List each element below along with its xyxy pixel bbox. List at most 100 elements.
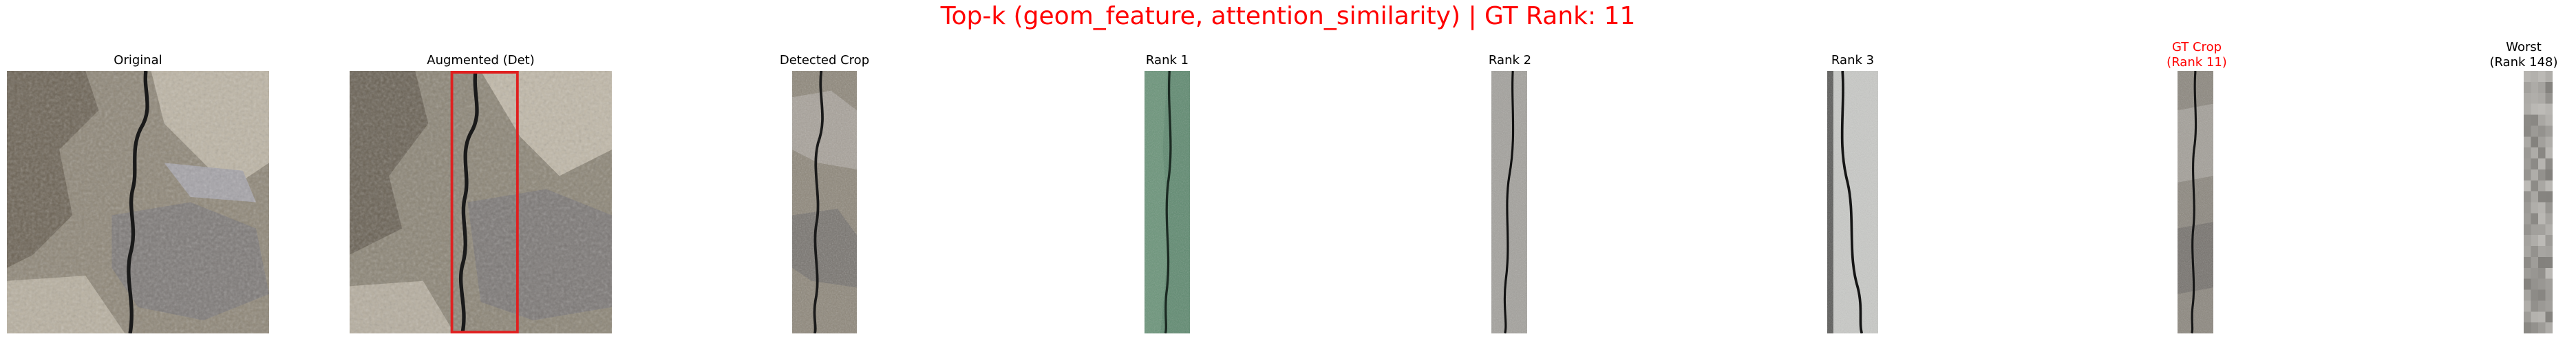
pixel-block xyxy=(2538,278,2546,290)
pixel-block xyxy=(2545,180,2553,192)
pixel-block xyxy=(2531,169,2538,180)
pixel-block xyxy=(2538,136,2546,148)
pixel-block xyxy=(2531,213,2538,225)
pixel-block xyxy=(2545,300,2553,312)
pixel-block xyxy=(2531,311,2538,323)
pixel-block xyxy=(2538,147,2546,158)
pixel-block xyxy=(2531,136,2538,148)
pixel-block xyxy=(2545,202,2553,214)
pixel-block xyxy=(2531,300,2538,312)
pixel-block xyxy=(2524,246,2531,257)
panel-title-gt-crop: GT Crop (Rank 11) xyxy=(2128,40,2266,70)
pixel-block xyxy=(2538,180,2546,192)
pixel-block xyxy=(2524,267,2531,279)
pixel-block xyxy=(2524,202,2531,214)
pixel-block xyxy=(2545,103,2553,115)
pixel-block xyxy=(2538,114,2546,126)
pixel-block xyxy=(2538,169,2546,180)
pixel-block xyxy=(2538,289,2546,301)
pixel-block xyxy=(2531,202,2538,214)
pixel-block xyxy=(2538,158,2546,169)
pixel-block xyxy=(2538,311,2546,323)
pixel-block xyxy=(2524,71,2531,82)
pixel-block xyxy=(2538,213,2546,225)
pixel-block xyxy=(2545,289,2553,301)
pixel-block xyxy=(2531,267,2538,279)
rank-1-image xyxy=(1145,71,1190,333)
pixel-block xyxy=(2531,71,2538,82)
pixel-block xyxy=(2531,278,2538,290)
original-image xyxy=(7,71,269,333)
pixel-block xyxy=(2545,147,2553,158)
pixel-block xyxy=(2538,267,2546,279)
pixel-block xyxy=(2531,191,2538,203)
pixel-block xyxy=(2538,103,2546,115)
pixel-block xyxy=(2531,147,2538,158)
pixel-block xyxy=(2538,202,2546,214)
pixel-block xyxy=(2538,81,2546,93)
pixel-block xyxy=(2538,322,2546,333)
gt-crop-image xyxy=(2178,71,2213,333)
pixel-block xyxy=(2524,158,2531,169)
pixel-block xyxy=(2531,125,2538,137)
panel-title-augmented: Augmented (Det) xyxy=(427,53,535,68)
pixel-block xyxy=(2545,235,2553,246)
pixel-block xyxy=(2531,224,2538,236)
pixel-block xyxy=(2538,191,2546,203)
pixel-block xyxy=(2524,213,2531,225)
worst-image xyxy=(2524,71,2553,333)
pixel-block xyxy=(2531,246,2538,257)
panel-title-worst-line2: (Rank 148) xyxy=(2489,55,2558,70)
panel-title-worst: Worst (Rank 148) xyxy=(2472,40,2575,70)
figure-title: Top-k (geom_feature, attention_similarit… xyxy=(940,2,1636,30)
pixel-block xyxy=(2545,213,2553,225)
pixel-block xyxy=(2531,289,2538,301)
pixel-block xyxy=(2524,180,2531,192)
pixel-block xyxy=(2524,311,2531,323)
pixel-block xyxy=(2545,311,2553,323)
pixel-block xyxy=(2545,224,2553,236)
pixel-block xyxy=(2545,125,2553,137)
pixel-block xyxy=(2531,103,2538,115)
pixel-block xyxy=(2545,267,2553,279)
pixel-block xyxy=(2545,322,2553,333)
pixel-block xyxy=(2531,158,2538,169)
pixel-block xyxy=(2531,235,2538,246)
pixel-block xyxy=(2545,169,2553,180)
pixel-block xyxy=(2538,246,2546,257)
pixel-block xyxy=(2531,92,2538,104)
pixel-block xyxy=(2524,147,2531,158)
detected-crop-image xyxy=(792,71,857,333)
pixel-block xyxy=(2531,322,2538,333)
pixel-block xyxy=(2545,278,2553,290)
pixel-block xyxy=(2545,136,2553,148)
pixel-block xyxy=(2524,235,2531,246)
pixel-block xyxy=(2524,191,2531,203)
pixel-block xyxy=(2545,191,2553,203)
pixel-block xyxy=(2524,169,2531,180)
pixel-block xyxy=(2538,92,2546,104)
rank-2-image xyxy=(1491,71,1527,333)
pixel-block xyxy=(2524,300,2531,312)
panel-title-worst-line1: Worst xyxy=(2506,40,2542,54)
pixel-block xyxy=(2524,278,2531,290)
pixel-block xyxy=(2545,256,2553,268)
panel-title-rank-3: Rank 3 xyxy=(1831,53,1875,68)
panel-title-detected-crop: Detected Crop xyxy=(779,53,870,68)
pixel-block xyxy=(2531,114,2538,126)
pixel-block xyxy=(2524,256,2531,268)
pixel-block xyxy=(2538,71,2546,82)
pixel-block xyxy=(2531,256,2538,268)
pixel-block xyxy=(2545,92,2553,104)
pixel-block xyxy=(2545,158,2553,169)
pixel-block xyxy=(2538,125,2546,137)
pixel-block xyxy=(2524,81,2531,93)
pixel-block xyxy=(2524,289,2531,301)
panel-title-original: Original xyxy=(114,53,162,68)
pixel-block xyxy=(2545,114,2553,126)
pixel-block xyxy=(2531,81,2538,93)
pixel-block xyxy=(2524,92,2531,104)
pixel-block xyxy=(2538,224,2546,236)
pixel-block xyxy=(2524,322,2531,333)
pixel-block xyxy=(2545,81,2553,93)
